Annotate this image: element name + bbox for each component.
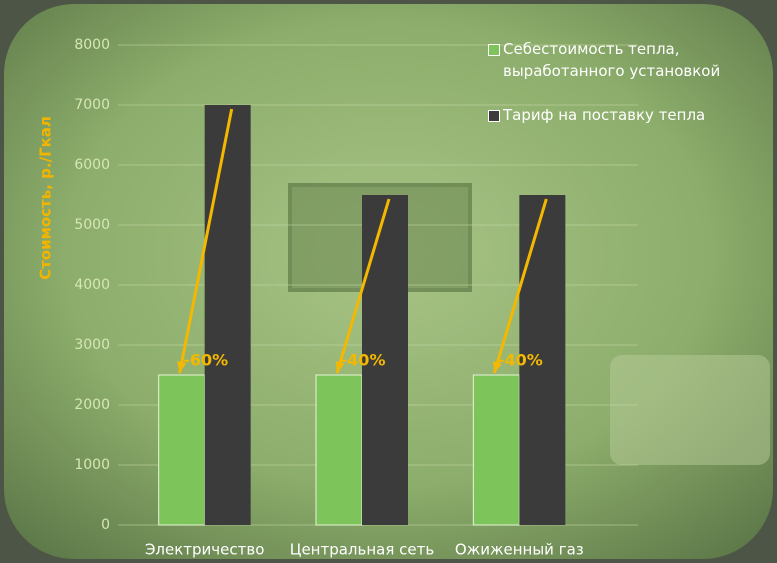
bar — [158, 374, 206, 526]
x-tick-label: Ожиженный газ — [455, 541, 584, 559]
y-axis-label: Стоимость, р./Гкал — [37, 116, 55, 280]
legend-item: Себестоимость тепла, выработанного устан… — [488, 38, 768, 82]
x-tick-label: Электричество — [145, 541, 264, 559]
bar — [472, 374, 520, 526]
y-tick-label: 3000 — [74, 337, 110, 353]
arrow-shaft — [335, 198, 391, 374]
background-sofa — [610, 355, 770, 465]
legend-swatch — [488, 110, 500, 122]
annotation: -60% — [183, 351, 228, 370]
annotation: -40% — [341, 351, 386, 370]
arrow-shaft — [178, 108, 234, 374]
legend-item: Тариф на поставку тепла — [488, 104, 768, 126]
legend-swatch — [488, 44, 500, 56]
x-tick-label: Центральная сеть — [290, 541, 434, 559]
arrow-shaft — [492, 198, 548, 374]
bar — [362, 195, 408, 525]
arrow-head — [493, 361, 502, 373]
y-tick-label: 6000 — [74, 157, 110, 173]
y-tick-label: 8000 — [74, 37, 110, 53]
y-tick-label: 1000 — [74, 457, 110, 473]
bar — [519, 195, 566, 525]
y-tick-label: 2000 — [74, 397, 110, 413]
arrow-head — [177, 361, 187, 373]
y-tick-label: 4000 — [74, 277, 110, 293]
arrow-head — [335, 361, 345, 373]
bar — [315, 374, 363, 526]
legend-label: Себестоимость тепла, выработанного устан… — [503, 40, 721, 80]
bar — [204, 105, 251, 525]
annotation: -40% — [498, 351, 543, 370]
legend: Себестоимость тепла, выработанного устан… — [488, 38, 768, 148]
y-tick-label: 7000 — [74, 97, 110, 113]
y-tick-label: 0 — [101, 517, 110, 533]
y-tick-label: 5000 — [74, 217, 110, 233]
legend-label: Тариф на поставку тепла — [503, 106, 706, 124]
